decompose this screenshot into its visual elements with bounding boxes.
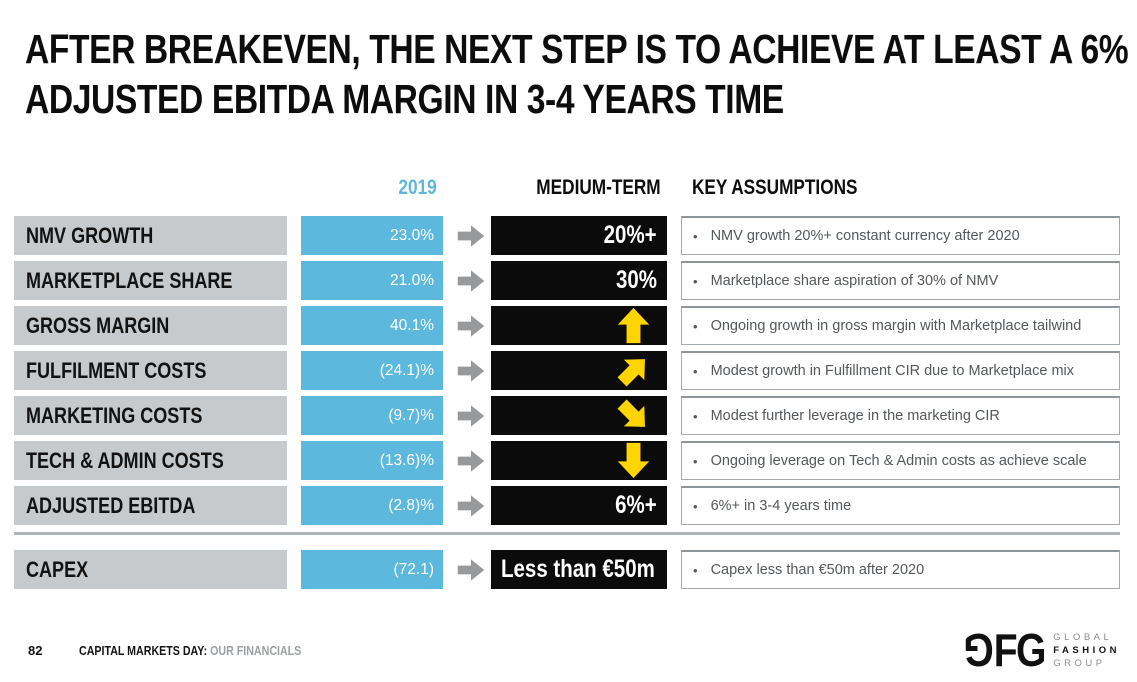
metric-rows: NMV GROWTH 23.0% 20%+ • NMV growth 20%+ … [14, 216, 1120, 525]
medium-term-box: 20%+ [491, 216, 667, 255]
bullet-icon: • [693, 408, 698, 424]
medium-term-box [491, 441, 667, 480]
section-divider [14, 532, 1120, 535]
gfg-logo: GFG GLOBAL FASHION GROUP [951, 624, 1120, 676]
row-label: TECH & ADMIN COSTS [14, 441, 287, 480]
medium-term-box [491, 396, 667, 435]
page-title: AFTER BREAKEVEN, THE NEXT STEP IS TO ACH… [25, 24, 1137, 124]
table-row: TECH & ADMIN COSTS (13.6)% • Ongoing lev… [14, 441, 1120, 480]
breadcrumb-gray: OUR FINANCIALS [210, 643, 302, 658]
title-line-2: ADJUSTED EBITDA MARGIN IN 3-4 YEARS TIME [25, 76, 784, 122]
value-2019-box: (13.6)% [301, 441, 443, 480]
assumption-box: • 6%+ in 3-4 years time [681, 486, 1120, 525]
capex-row-group: CAPEX (72.1) Less than €50m • Capex less… [14, 550, 1120, 589]
column-header-2019: 2019 [398, 176, 437, 199]
medium-term-box: 30% [491, 261, 667, 300]
medium-term-box [491, 306, 667, 345]
medium-term-box: Less than €50m [491, 550, 667, 589]
bullet-icon: • [693, 562, 698, 578]
right-arrow-icon [450, 441, 491, 480]
table-row: ADJUSTED EBITDA (2.8)% 6%+ • 6%+ in 3-4 … [14, 486, 1120, 525]
bullet-icon: • [693, 363, 698, 379]
trend-down-right-icon [617, 399, 645, 427]
value-2019-box: 23.0% [301, 216, 443, 255]
row-label: CAPEX [14, 550, 287, 589]
table-header-row: 2019 MEDIUM-TERM KEY ASSUMPTIONS [14, 174, 1120, 200]
assumption-box: • Ongoing growth in gross margin with Ma… [681, 306, 1120, 345]
medium-term-box: 6%+ [491, 486, 667, 525]
trend-up-icon [617, 307, 650, 344]
assumption-box: • Ongoing leverage on Tech & Admin costs… [681, 441, 1120, 480]
page-number: 82 [28, 643, 43, 658]
assumption-box: • Capex less than €50m after 2020 [681, 550, 1120, 589]
logo-line-fashion: FASHION [1053, 644, 1120, 656]
right-arrow-icon [450, 261, 491, 300]
logo-line-group: GROUP [1053, 657, 1106, 669]
column-header-medium-term: MEDIUM-TERM [536, 176, 661, 199]
breadcrumb: CAPITAL MARKETS DAY: OUR FINANCIALS [79, 643, 301, 658]
footer: 82 CAPITAL MARKETS DAY: OUR FINANCIALS [28, 643, 351, 658]
value-2019-box: 21.0% [301, 261, 443, 300]
trend-down-icon [617, 442, 650, 479]
right-arrow-icon [450, 486, 491, 525]
value-2019-box: (24.1)% [301, 351, 443, 390]
value-2019-box: (9.7)% [301, 396, 443, 435]
right-arrow-icon [450, 216, 491, 255]
assumption-box: • Modest growth in Fulfillment CIR due t… [681, 351, 1120, 390]
assumption-box: • Modest further leverage in the marketi… [681, 396, 1120, 435]
title-line-1: AFTER BREAKEVEN, THE NEXT STEP IS TO ACH… [25, 26, 1129, 72]
row-label: FULFILMENT COSTS [14, 351, 287, 390]
bullet-icon: • [693, 498, 698, 514]
value-2019-box: 40.1% [301, 306, 443, 345]
row-label: GROSS MARGIN [14, 306, 287, 345]
value-2019-box: (72.1) [301, 550, 443, 589]
breadcrumb-bold: CAPITAL MARKETS DAY: [79, 643, 208, 658]
row-label: MARKETING COSTS [14, 396, 287, 435]
right-arrow-icon [450, 306, 491, 345]
table-row: FULFILMENT COSTS (24.1)% • Modest growth… [14, 351, 1120, 390]
row-label: ADJUSTED EBITDA [14, 486, 287, 525]
trend-up-right-icon [617, 359, 645, 387]
table-row: MARKETPLACE SHARE 21.0% 30% • Marketplac… [14, 261, 1120, 300]
right-arrow-icon [450, 550, 491, 589]
metrics-table: 2019 MEDIUM-TERM KEY ASSUMPTIONS NMV GRO… [14, 174, 1120, 595]
right-arrow-icon [450, 396, 491, 435]
table-row: MARKETING COSTS (9.7)% • Modest further … [14, 396, 1120, 435]
table-row: NMV GROWTH 23.0% 20%+ • NMV growth 20%+ … [14, 216, 1120, 255]
column-header-key-assumptions: KEY ASSUMPTIONS [692, 176, 858, 199]
right-arrow-icon [450, 351, 491, 390]
row-label: MARKETPLACE SHARE [14, 261, 287, 300]
bullet-icon: • [693, 273, 698, 289]
bullet-icon: • [693, 228, 698, 244]
table-row: GROSS MARGIN 40.1% • Ongoing growth in g… [14, 306, 1120, 345]
bullet-icon: • [693, 453, 698, 469]
gfg-logo-wordmark: GLOBAL FASHION GROUP [1053, 631, 1120, 670]
logo-line-global: GLOBAL [1053, 631, 1113, 643]
assumption-box: • NMV growth 20%+ constant currency afte… [681, 216, 1120, 255]
medium-term-box [491, 351, 667, 390]
row-label: NMV GROWTH [14, 216, 287, 255]
value-2019-box: (2.8)% [301, 486, 443, 525]
table-row: CAPEX (72.1) Less than €50m • Capex less… [14, 550, 1120, 589]
bullet-icon: • [693, 318, 698, 334]
assumption-box: • Marketplace share aspiration of 30% of… [681, 261, 1120, 300]
gfg-logo-letters: GFG [964, 624, 1046, 676]
